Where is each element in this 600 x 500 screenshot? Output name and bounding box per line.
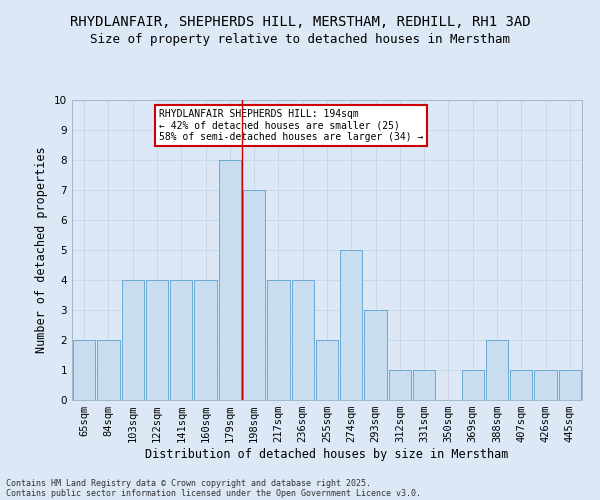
Bar: [413, 370, 436, 400]
Bar: [461, 370, 484, 400]
Bar: [170, 280, 193, 400]
Bar: [243, 190, 265, 400]
X-axis label: Distribution of detached houses by size in Merstham: Distribution of detached houses by size …: [145, 448, 509, 461]
Bar: [316, 340, 338, 400]
Bar: [559, 370, 581, 400]
Bar: [389, 370, 411, 400]
Bar: [292, 280, 314, 400]
Text: RHYDLANFAIR, SHEPHERDS HILL, MERSTHAM, REDHILL, RH1 3AD: RHYDLANFAIR, SHEPHERDS HILL, MERSTHAM, R…: [70, 15, 530, 29]
Bar: [194, 280, 217, 400]
Bar: [146, 280, 168, 400]
Bar: [510, 370, 532, 400]
Text: Contains public sector information licensed under the Open Government Licence v3: Contains public sector information licen…: [6, 488, 421, 498]
Bar: [340, 250, 362, 400]
Bar: [122, 280, 144, 400]
Bar: [535, 370, 557, 400]
Bar: [73, 340, 95, 400]
Text: Contains HM Land Registry data © Crown copyright and database right 2025.: Contains HM Land Registry data © Crown c…: [6, 478, 371, 488]
Bar: [218, 160, 241, 400]
Text: Size of property relative to detached houses in Merstham: Size of property relative to detached ho…: [90, 32, 510, 46]
Y-axis label: Number of detached properties: Number of detached properties: [35, 146, 49, 354]
Bar: [267, 280, 290, 400]
Bar: [486, 340, 508, 400]
Bar: [97, 340, 119, 400]
Bar: [364, 310, 387, 400]
Text: RHYDLANFAIR SHEPHERDS HILL: 194sqm
← 42% of detached houses are smaller (25)
58%: RHYDLANFAIR SHEPHERDS HILL: 194sqm ← 42%…: [158, 109, 423, 142]
